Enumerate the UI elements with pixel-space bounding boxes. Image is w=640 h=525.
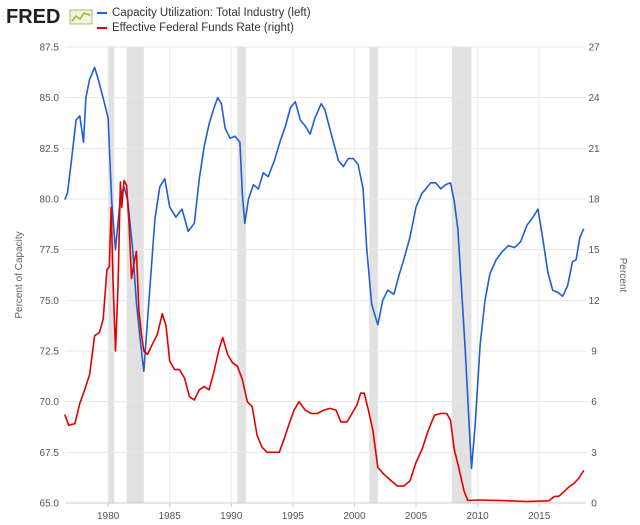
x-tick-label: 1985	[159, 511, 182, 522]
x-tick-label: 2005	[405, 511, 428, 522]
legend-swatch-fedfunds	[97, 27, 107, 29]
y-left-tick-label: 87.5	[40, 43, 60, 54]
y-left-tick-label: 67.5	[40, 448, 60, 459]
recession-band-4	[369, 47, 378, 503]
y-right-tick-label: 0	[591, 499, 597, 510]
y-right-tick-label: 12	[588, 296, 600, 307]
fred-logo: FRED	[6, 6, 93, 28]
y-right-axis-title: Percent	[617, 258, 628, 293]
y-right-tick-label: 21	[588, 144, 600, 155]
x-tick-label: 2000	[343, 511, 366, 522]
legend-label-capacity: Capacity Utilization: Total Industry (le…	[112, 7, 311, 19]
fred-logo-text: FRED	[6, 6, 60, 28]
x-tick-label: 1990	[220, 511, 243, 522]
recession-band-1	[108, 47, 115, 503]
legend-item-fedfunds: Effective Federal Funds Rate (right)	[97, 21, 294, 35]
line-chart-icon	[69, 9, 93, 25]
y-left-tick-label: 75.0	[40, 296, 60, 307]
y-right-tick-label: 15	[588, 245, 600, 256]
recession-band-3	[237, 47, 247, 503]
y-left-tick-label: 80.0	[40, 195, 60, 206]
y-right-tick-label: 3	[591, 448, 597, 459]
y-left-tick-label: 65.0	[40, 499, 60, 510]
y-right-tick-label: 6	[591, 397, 597, 408]
y-left-axis-title: Percent of Capacity	[14, 231, 25, 318]
x-tick-label: 1995	[282, 511, 305, 522]
plot-background	[65, 47, 586, 503]
series-line-capacity-utilization	[64, 66, 585, 470]
y-left-tick-label: 72.5	[40, 347, 60, 358]
x-tick-label: 2010	[466, 511, 489, 522]
y-right-tick-label: 9	[591, 347, 597, 358]
y-left-tick-label: 82.5	[40, 144, 60, 155]
legend-swatch-capacity	[97, 12, 107, 14]
x-tick-label: 2015	[528, 511, 551, 522]
recession-band-5	[451, 47, 472, 503]
y-right-tick-label: 27	[588, 43, 600, 54]
y-right-tick-label: 18	[588, 195, 600, 206]
y-right-tick-label: 24	[588, 93, 600, 104]
y-left-tick-label: 70.0	[40, 397, 60, 408]
y-left-tick-label: 85.0	[40, 93, 60, 104]
y-left-tick-label: 77.5	[40, 245, 60, 256]
x-tick-label: 1980	[97, 511, 120, 522]
series-line-federal-funds-rate	[64, 179, 585, 503]
legend-label-fedfunds: Effective Federal Funds Rate (right)	[112, 22, 294, 34]
legend-item-capacity: Capacity Utilization: Total Industry (le…	[97, 6, 311, 20]
